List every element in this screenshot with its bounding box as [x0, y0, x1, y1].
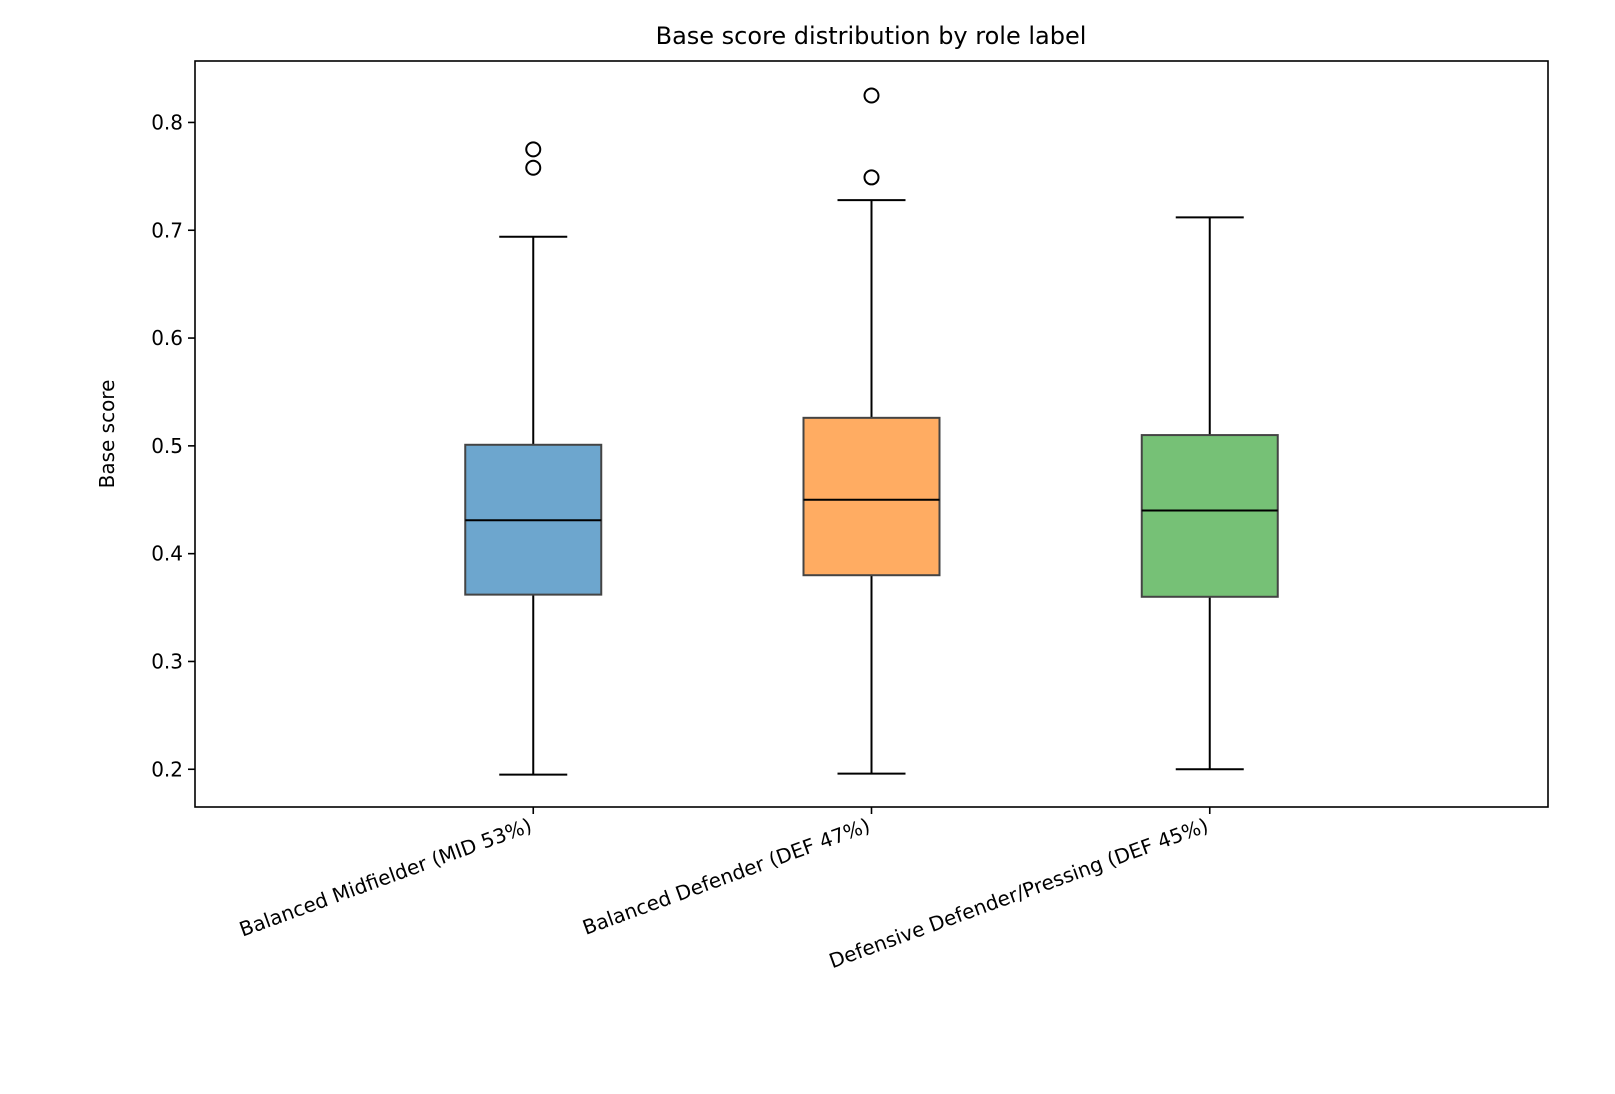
- outlier-point: [863, 169, 880, 186]
- box: [802, 416, 941, 577]
- x-tick-label: Balanced Defender (DEF 47%): [579, 813, 873, 940]
- box: [1140, 434, 1279, 598]
- y-tick-label: 0.3: [151, 649, 183, 673]
- y-tick-label: 0.2: [151, 757, 183, 781]
- y-tick-label: 0.4: [151, 542, 183, 566]
- outlier-point: [525, 159, 542, 176]
- x-tick-label: Balanced Midfielder (MID 53%): [236, 813, 535, 941]
- y-tick-label: 0.6: [151, 326, 183, 350]
- y-tick-label: 0.8: [151, 110, 183, 134]
- outlier-point: [525, 141, 542, 158]
- y-axis-label: Base score: [95, 380, 119, 489]
- plot-frame: [194, 60, 1549, 808]
- outlier-point: [863, 87, 880, 104]
- y-tick-label: 0.5: [151, 434, 183, 458]
- x-tick-label: Defensive Defender/Pressing (DEF 45%): [826, 813, 1212, 973]
- y-tick-label: 0.7: [151, 218, 183, 242]
- chart-title: Base score distribution by role label: [656, 22, 1087, 50]
